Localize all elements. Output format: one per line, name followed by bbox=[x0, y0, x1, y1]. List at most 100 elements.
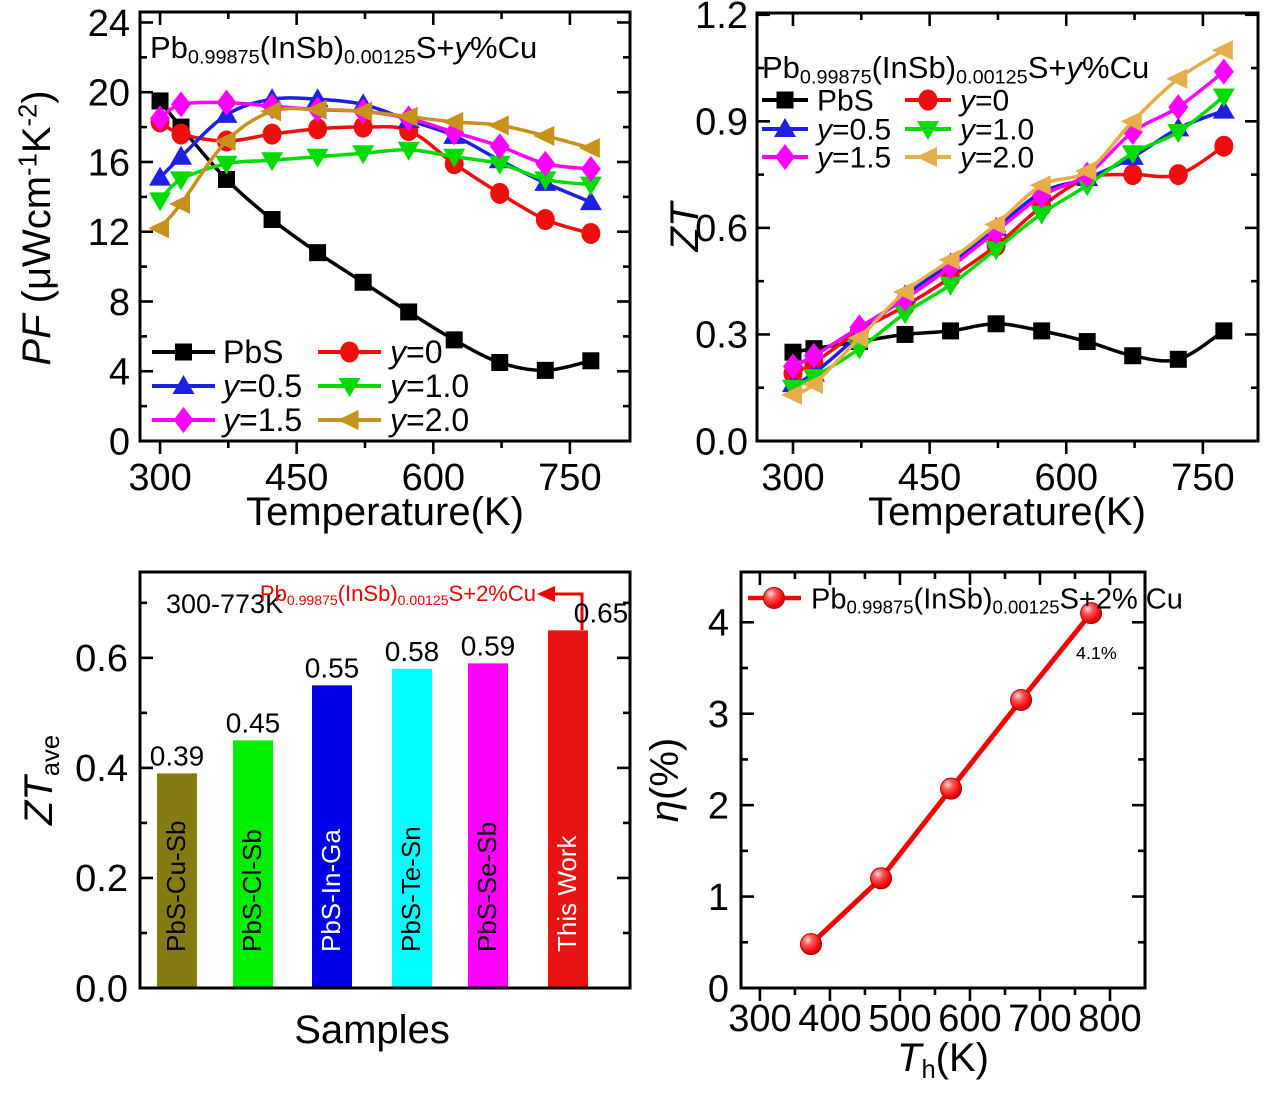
data-point bbox=[487, 115, 509, 136]
data-point bbox=[354, 273, 372, 291]
pf-tick-labels: 300 450 600 750 0 4 8 12 16 20 24 bbox=[88, 3, 602, 499]
zt-legend: PbS y=0 y=0.5 y=1.0 y=1.5 y=2.0 bbox=[762, 85, 1034, 175]
legend-label: y=2.0 bbox=[388, 402, 469, 438]
y-tick-label: 0 bbox=[708, 968, 729, 1010]
y-tick-label: 0.2 bbox=[75, 858, 128, 900]
data-point bbox=[894, 305, 917, 325]
legend-marker bbox=[338, 378, 361, 397]
annotation-arrow-head bbox=[537, 586, 555, 602]
ztave-ticks bbox=[140, 601, 630, 990]
y-tick-label: 4 bbox=[708, 603, 729, 645]
data-point bbox=[534, 171, 557, 191]
data-point bbox=[443, 148, 466, 168]
data-point bbox=[1078, 333, 1096, 351]
y-tick-label: 0.6 bbox=[75, 638, 128, 680]
x-tick-label: 750 bbox=[538, 457, 601, 499]
bar-value-label: 0.55 bbox=[305, 652, 360, 683]
data-point bbox=[400, 303, 418, 321]
data-point bbox=[987, 315, 1005, 333]
data-point bbox=[782, 353, 803, 380]
bar-PbS-Cu-Sb bbox=[157, 773, 197, 988]
data-point bbox=[214, 131, 236, 152]
legend-item-y-0: y=0 bbox=[318, 334, 442, 370]
legend-item-PbS: PbS bbox=[762, 85, 874, 118]
data-point bbox=[579, 176, 602, 196]
data-point bbox=[800, 933, 823, 956]
data-point bbox=[169, 145, 192, 165]
y-tick-label: 16 bbox=[88, 142, 130, 184]
bar-value-label: 0.59 bbox=[461, 630, 516, 661]
data-point bbox=[1215, 322, 1233, 340]
legend-label: Pb0.99875(InSb)0.00125S+2% Cu bbox=[811, 583, 1183, 617]
data-point bbox=[1211, 40, 1233, 61]
y-tick-label: 0.3 bbox=[695, 315, 748, 357]
data-point bbox=[1168, 164, 1188, 186]
data-point bbox=[533, 125, 555, 146]
y-tick-label: 3 bbox=[708, 694, 729, 736]
data-point bbox=[870, 867, 893, 890]
data-point bbox=[984, 214, 1006, 235]
legend-marker bbox=[917, 121, 939, 140]
data-point bbox=[938, 249, 960, 270]
data-point bbox=[582, 352, 600, 370]
data-point bbox=[1166, 68, 1188, 89]
data-point bbox=[1075, 161, 1097, 182]
data-point bbox=[580, 155, 601, 182]
data-point bbox=[216, 89, 237, 116]
bar-This-Work bbox=[548, 630, 588, 988]
bar-PbS-Te-Sn bbox=[392, 668, 432, 988]
data-point bbox=[352, 145, 375, 165]
y-tick-label: 0.0 bbox=[75, 968, 128, 1010]
data-point bbox=[353, 116, 373, 138]
data-point bbox=[579, 191, 602, 211]
data-point bbox=[784, 343, 802, 361]
pf-panel-title: Pb0.99875(InSb)0.00125S+y%Cu bbox=[150, 30, 537, 69]
data-point bbox=[488, 155, 511, 175]
eta-x-axis-title: Th(K) bbox=[897, 1036, 989, 1084]
data-point bbox=[1124, 347, 1142, 365]
data-point bbox=[578, 138, 600, 159]
data-point bbox=[260, 101, 282, 122]
legend-marker bbox=[918, 89, 938, 111]
legend-item-y-0.5: y=0.5 bbox=[762, 114, 891, 147]
x-tick-label: 300 bbox=[761, 457, 824, 499]
legend-marker bbox=[173, 407, 194, 433]
y-tick-label: 0.9 bbox=[695, 102, 748, 144]
bar-category-label: PbS-Te-Sn bbox=[396, 826, 426, 952]
legend-item-y-0: y=0 bbox=[905, 85, 1009, 118]
data-point bbox=[151, 92, 169, 110]
y-tick-label: 1 bbox=[708, 877, 729, 919]
data-point bbox=[535, 209, 555, 231]
data-point bbox=[305, 99, 327, 120]
data-point bbox=[397, 141, 420, 161]
data-point bbox=[940, 253, 961, 280]
ztave-y-axis-title: ZTave bbox=[17, 735, 65, 826]
data-point bbox=[169, 171, 192, 191]
eta-y-axis-title: η(%) bbox=[643, 738, 687, 822]
legend-marker bbox=[774, 118, 796, 137]
data-point bbox=[149, 192, 172, 212]
data-point bbox=[170, 91, 191, 118]
legend-marker bbox=[172, 375, 195, 394]
legend-item-y-0.5: y=0.5 bbox=[152, 368, 302, 404]
x-tick-label: 800 bbox=[1078, 998, 1141, 1040]
data-point bbox=[261, 152, 284, 172]
data-point bbox=[1121, 145, 1144, 165]
legend-item-y-2.0: y=2.0 bbox=[905, 142, 1034, 175]
bar-category-label: PbS-In-Ga bbox=[316, 829, 346, 952]
legend-marker bbox=[340, 341, 359, 363]
data-point bbox=[942, 322, 960, 340]
bar-value-label: 0.45 bbox=[226, 707, 281, 738]
legend-item-PbS: PbS bbox=[152, 334, 283, 370]
x-tick-label: 600 bbox=[402, 457, 465, 499]
data-point bbox=[1212, 88, 1235, 108]
x-tick-label: 600 bbox=[1035, 457, 1098, 499]
data-point bbox=[1030, 205, 1053, 225]
x-tick-label: 450 bbox=[265, 457, 328, 499]
data-point bbox=[490, 182, 510, 204]
data-point bbox=[148, 218, 170, 239]
data-point bbox=[1123, 164, 1143, 186]
max-efficiency-annotation: 4.1% bbox=[1076, 643, 1117, 663]
